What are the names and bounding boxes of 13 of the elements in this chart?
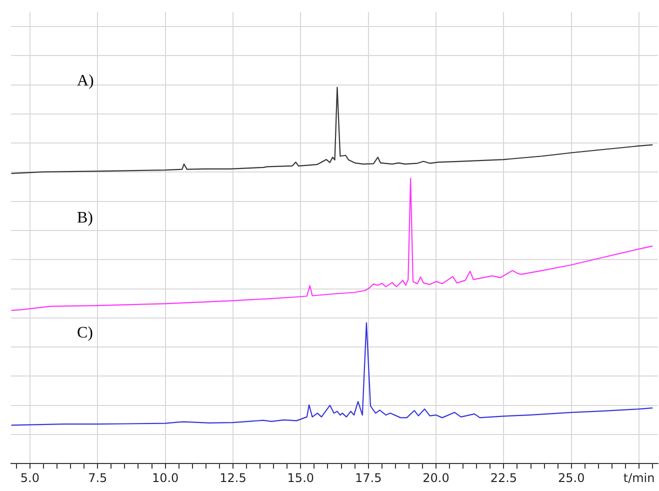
x-tick-label: 10.0: [152, 470, 179, 485]
x-tick-label: 7.5: [88, 470, 108, 485]
x-tick-label: 5.0: [20, 470, 40, 485]
annotation: A): [77, 72, 94, 90]
x-tick-label: 15.0: [287, 470, 314, 485]
annotation: B): [77, 210, 93, 227]
x-tick-label: 22.5: [490, 470, 518, 485]
x-tick-label: t/min: [623, 470, 655, 485]
x-tick-label: 25.0: [558, 470, 585, 485]
x-tick-label: 12.5: [220, 470, 246, 485]
x-tick-label: 20.0: [422, 470, 450, 485]
x-tick-label: 17.5: [354, 470, 382, 485]
annotation: C): [77, 324, 93, 342]
